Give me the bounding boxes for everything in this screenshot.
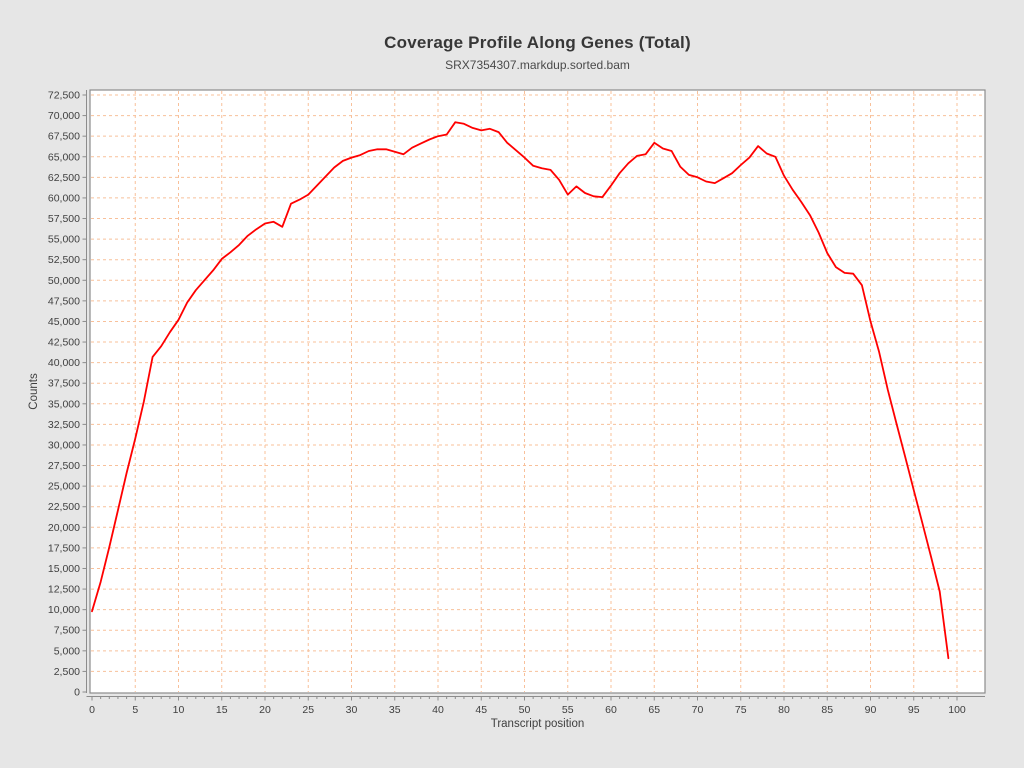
y-tick-label: 7,500 [54, 625, 80, 637]
y-tick-label: 32,500 [48, 419, 80, 431]
x-tick-label: 100 [948, 704, 966, 716]
coverage-line [91, 121, 950, 660]
y-tick-label: 22,500 [48, 501, 80, 513]
plot-area [90, 90, 985, 693]
y-tick-label: 57,500 [48, 213, 80, 225]
x-tick-label: 15 [216, 704, 228, 716]
y-tick-label: 45,000 [48, 316, 80, 328]
y-tick-label: 47,500 [48, 295, 80, 307]
y-tick-label: 37,500 [48, 378, 80, 390]
y-tick-label: 62,500 [48, 172, 80, 184]
x-tick-label: 90 [865, 704, 877, 716]
y-tick-label: 2,500 [54, 666, 80, 678]
y-tick-label: 35,000 [48, 398, 80, 410]
y-axis-title: Counts [28, 373, 40, 410]
x-tick-label: 0 [89, 704, 95, 716]
x-tick-label: 55 [562, 704, 574, 716]
x-tick-label: 45 [475, 704, 487, 716]
y-tick-label: 27,500 [48, 460, 80, 472]
y-tick-label: 30,000 [48, 439, 80, 451]
x-tick-label: 65 [648, 704, 660, 716]
y-tick-label: 25,000 [48, 481, 80, 493]
y-tick-label: 15,000 [48, 563, 80, 575]
x-tick-label: 25 [302, 704, 314, 716]
y-tick-label: 12,500 [48, 584, 80, 596]
y-tick-label: 60,000 [48, 192, 80, 204]
y-tick-label: 67,500 [48, 131, 80, 143]
x-tick-label: 35 [389, 704, 401, 716]
y-tick-label: 0 [74, 687, 80, 699]
x-tick-label: 20 [259, 704, 271, 716]
y-tick-label: 52,500 [48, 254, 80, 266]
x-tick-label: 50 [519, 704, 531, 716]
x-tick-label: 75 [735, 704, 747, 716]
y-tick-label: 20,000 [48, 522, 80, 534]
y-tick-label: 42,500 [48, 337, 80, 349]
y-tick-label: 72,500 [48, 90, 80, 102]
y-tick-label: 50,000 [48, 275, 80, 287]
x-tick-label: 70 [692, 704, 704, 716]
y-tick-label: 5,000 [54, 645, 80, 657]
plot-border [89, 89, 986, 694]
x-tick-label: 95 [908, 704, 920, 716]
y-tick-label: 70,000 [48, 110, 80, 122]
chart-title: Coverage Profile Along Genes (Total) [384, 33, 691, 52]
x-tick-label: 85 [821, 704, 833, 716]
x-tick-label: 30 [346, 704, 358, 716]
y-tick-label: 10,000 [48, 604, 80, 616]
x-axis-title: Transcript position [491, 718, 585, 730]
x-tick-label: 40 [432, 704, 444, 716]
y-tick-label: 65,000 [48, 151, 80, 163]
y-tick-label: 40,000 [48, 357, 80, 369]
y-tick-label: 17,500 [48, 542, 80, 554]
x-tick-label: 80 [778, 704, 790, 716]
x-tick-label: 5 [132, 704, 138, 716]
x-tick-label: 60 [605, 704, 617, 716]
chart-subtitle: SRX7354307.markdup.sorted.bam [445, 58, 630, 72]
y-tick-label: 55,000 [48, 234, 80, 246]
x-tick-label: 10 [173, 704, 185, 716]
